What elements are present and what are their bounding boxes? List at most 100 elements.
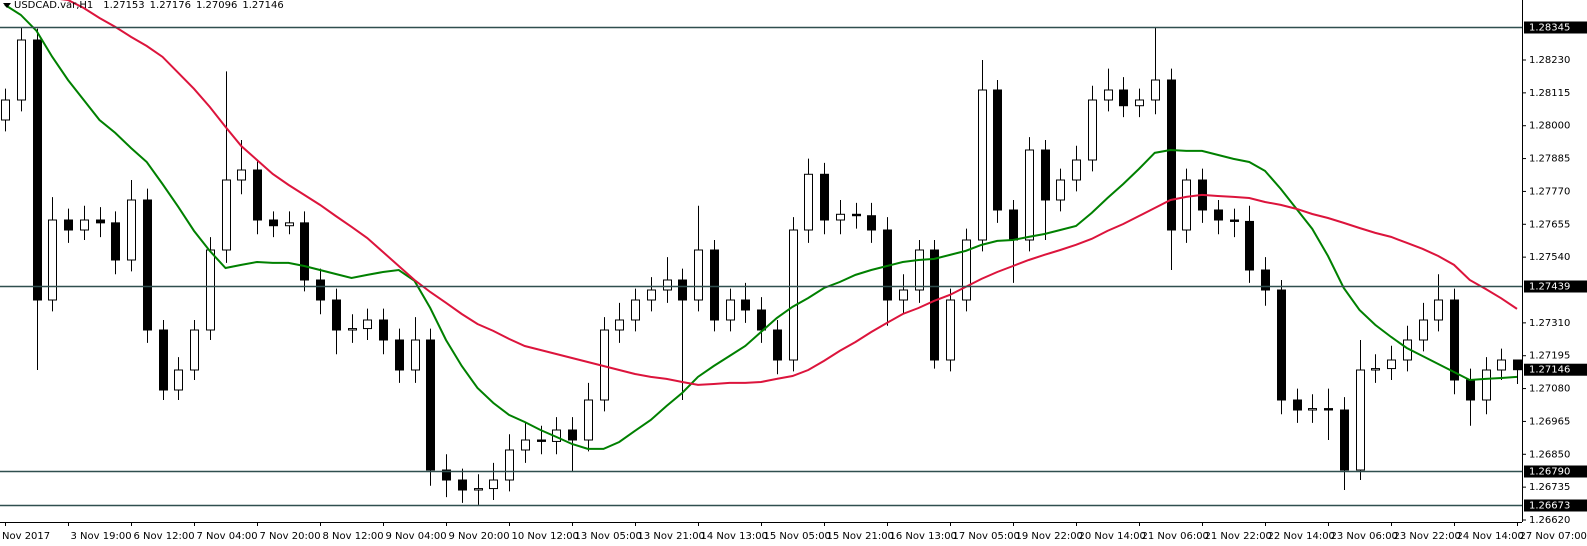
y-tick-label: 1.27885 bbox=[1529, 154, 1570, 165]
candle-body bbox=[647, 289, 656, 301]
level-box bbox=[1524, 465, 1587, 478]
candle-body bbox=[1119, 89, 1128, 107]
candle-body bbox=[285, 222, 294, 227]
candle-body bbox=[1387, 359, 1396, 370]
x-tick-label: 14 Nov 13:00 bbox=[701, 531, 768, 542]
candle-body bbox=[1230, 219, 1239, 222]
candle-body bbox=[962, 239, 971, 301]
candle-body bbox=[1277, 289, 1286, 401]
x-tick-label: 9 Nov 04:00 bbox=[386, 531, 447, 542]
candle-body bbox=[426, 339, 435, 471]
candle-body bbox=[852, 213, 861, 217]
candle-body bbox=[1466, 379, 1475, 401]
candle-body bbox=[174, 369, 183, 391]
level-box bbox=[1524, 280, 1587, 293]
x-tick-label: 27 Nov 07:00 bbox=[1520, 531, 1587, 542]
candle-body bbox=[300, 222, 309, 281]
candle-body bbox=[316, 279, 325, 301]
candle-body bbox=[1497, 359, 1506, 371]
x-tick-label: 3 Nov 19:00 bbox=[71, 531, 132, 542]
x-tick-label: 7 Nov 20:00 bbox=[260, 531, 321, 542]
candle-body bbox=[946, 299, 955, 361]
moving-average bbox=[60, 0, 1518, 386]
candle-body bbox=[521, 439, 530, 451]
x-tick-label: 23 Nov 06:00 bbox=[1331, 531, 1398, 542]
candle-body bbox=[1513, 359, 1522, 371]
y-tick-label: 1.26965 bbox=[1529, 416, 1570, 427]
x-tick-label: 8 Nov 12:00 bbox=[323, 531, 384, 542]
header-value: 1.27096 bbox=[196, 0, 237, 11]
level-label: 1.26790 bbox=[1529, 467, 1570, 478]
x-tick-label: 15 Nov 05:00 bbox=[764, 531, 831, 542]
x-tick-label: 24 Nov 14:00 bbox=[1457, 531, 1524, 542]
y-tick-label: 1.27195 bbox=[1529, 351, 1570, 362]
candle-body bbox=[1025, 149, 1034, 241]
candle-body bbox=[395, 339, 404, 371]
x-tick-label: 20 Nov 14:00 bbox=[1079, 531, 1146, 542]
candle-body bbox=[615, 319, 624, 331]
candle-body bbox=[1072, 159, 1081, 181]
candle-body bbox=[379, 319, 388, 341]
candle-body bbox=[1009, 209, 1018, 241]
candle-body bbox=[1434, 299, 1443, 321]
candle-body bbox=[111, 222, 120, 261]
y-tick-label: 1.26620 bbox=[1529, 515, 1570, 526]
candle-body bbox=[867, 215, 876, 231]
candle-body bbox=[253, 169, 262, 221]
candle-body bbox=[1, 99, 10, 121]
candle-body bbox=[710, 249, 719, 321]
level-box bbox=[1524, 21, 1587, 34]
chart-header: USDCAD.var,H1 1.27153 1.27176 1.27096 1.2714… bbox=[14, 0, 284, 11]
candle-body bbox=[773, 329, 782, 361]
x-tick-label: 23 Nov 22:00 bbox=[1394, 531, 1461, 542]
candle-body bbox=[1182, 179, 1191, 231]
candle-body bbox=[1340, 409, 1349, 471]
candle-body bbox=[836, 213, 845, 221]
level-box bbox=[1524, 499, 1587, 512]
x-tick-label: 6 Nov 12:00 bbox=[134, 531, 195, 542]
y-tick-label: 1.27080 bbox=[1529, 384, 1570, 395]
x-tick-label: 13 Nov 21:00 bbox=[638, 531, 705, 542]
last-price-label: 1.27146 bbox=[1529, 365, 1570, 376]
x-tick-label: 21 Nov 06:00 bbox=[1142, 531, 1209, 542]
candle-body bbox=[96, 219, 105, 224]
candle-body bbox=[269, 219, 278, 227]
x-tick-label: 22 Nov 14:00 bbox=[1268, 531, 1335, 542]
candle-body bbox=[1041, 149, 1050, 201]
candle-body bbox=[978, 89, 987, 241]
candle-body bbox=[48, 219, 57, 301]
y-tick-label: 1.28000 bbox=[1529, 121, 1570, 132]
candle-body bbox=[631, 299, 640, 321]
candle-body bbox=[143, 199, 152, 331]
candle-body bbox=[159, 329, 168, 391]
candle-body bbox=[915, 249, 924, 291]
x-tick-label: 19 Nov 22:00 bbox=[1016, 531, 1083, 542]
y-tick-label: 1.26850 bbox=[1529, 449, 1570, 460]
candle-body bbox=[190, 329, 199, 371]
header-value: 1.27146 bbox=[242, 0, 283, 11]
menu-arrow[interactable] bbox=[3, 3, 11, 8]
candle-body bbox=[64, 219, 73, 231]
candle-body bbox=[584, 399, 593, 441]
x-tick-label: 9 Nov 20:00 bbox=[449, 531, 510, 542]
candle-body bbox=[363, 319, 372, 330]
candle-body bbox=[442, 469, 451, 481]
candle-body bbox=[1135, 99, 1144, 107]
candle-body bbox=[820, 173, 829, 221]
y-tick-label: 1.28230 bbox=[1529, 55, 1570, 66]
candle-body bbox=[1419, 319, 1428, 341]
candle-body bbox=[568, 429, 577, 441]
candle-body bbox=[930, 249, 939, 361]
candle-body bbox=[899, 289, 908, 301]
x-tick-label: Nov 2017 bbox=[2, 531, 50, 542]
level-label: 1.27439 bbox=[1529, 282, 1570, 293]
candle-body bbox=[206, 249, 215, 331]
y-tick-label: 1.28115 bbox=[1529, 88, 1570, 99]
moving-average bbox=[4, 4, 1518, 450]
level-label: 1.28345 bbox=[1529, 23, 1570, 34]
candle-body bbox=[1261, 269, 1270, 291]
x-tick-label: 16 Nov 13:00 bbox=[890, 531, 957, 542]
candle-body bbox=[1245, 220, 1254, 271]
candle-body bbox=[1308, 408, 1317, 411]
